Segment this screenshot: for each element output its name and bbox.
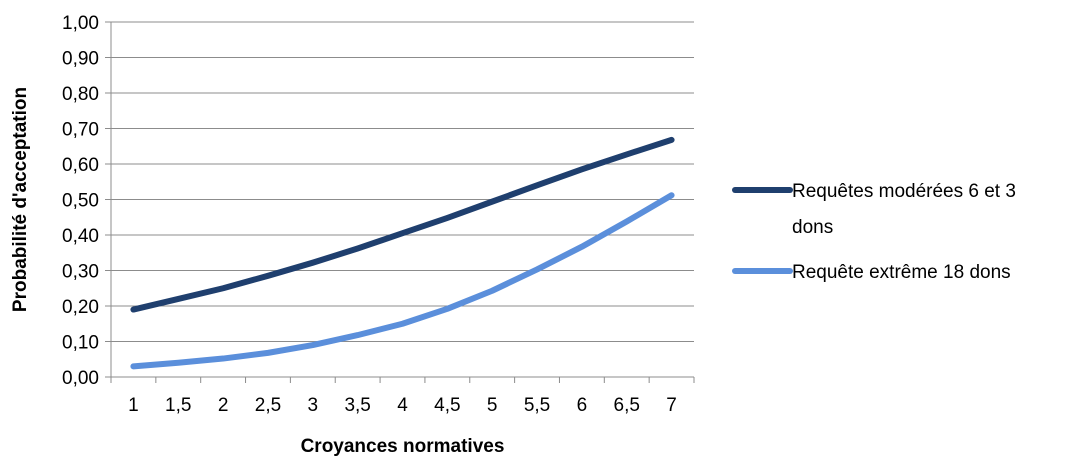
legend-label: Requête extrême 18 dons [792, 262, 1011, 283]
x-tick-label: 7 [666, 395, 677, 416]
y-tick-label: 0,30 [62, 262, 99, 283]
x-tick-label: 1,5 [165, 395, 191, 416]
x-tick-label: 1 [128, 395, 139, 416]
x-tick-labels: 1 1,5 2 2,5 3 3,5 4 4,5 5 5,5 6 6,5 7 [128, 395, 677, 416]
y-tick-label: 0,20 [62, 297, 99, 318]
y-tick-label: 0,40 [62, 226, 99, 247]
y-tick-label: 0,00 [62, 368, 99, 389]
y-tick-label: 1,00 [62, 13, 99, 34]
x-tick-label: 2,5 [255, 395, 281, 416]
gridlines [111, 21, 694, 342]
x-tick-label: 4 [397, 395, 408, 416]
y-axis-title: Probabilité d'acceptation [10, 87, 31, 312]
x-tick-label: 3 [308, 395, 319, 416]
legend: Requêtes modérées 6 et 3 dons Requête extr… [732, 181, 1016, 283]
axes [105, 21, 695, 383]
series-lines [130, 136, 675, 370]
y-tick-label: 0,50 [62, 191, 99, 212]
y-tick-label: 0,60 [62, 155, 99, 176]
legend-item-1: Requêtes modérées 6 et 3 dons [732, 181, 1016, 238]
x-tick-label: 2 [218, 395, 229, 416]
legend-item-2: Requête extrême 18 dons [732, 262, 1011, 283]
y-tick-label: 0,10 [62, 333, 99, 354]
y-tick-label: 0,80 [62, 84, 99, 105]
x-axis-title: Croyances normatives [301, 436, 505, 457]
x-tick-label: 5,5 [524, 395, 550, 416]
y-tick-label: 0,70 [62, 120, 99, 141]
legend-label: dons [792, 217, 833, 238]
x-tick-label: 6 [577, 395, 588, 416]
series-line-1 [130, 136, 675, 313]
series-line-2 [130, 192, 675, 370]
legend-label: Requêtes modérées 6 et 3 [792, 181, 1016, 202]
x-tick-label: 3,5 [344, 395, 370, 416]
x-tick-label: 5 [487, 395, 498, 416]
y-tick-label: 0,90 [62, 49, 99, 70]
y-tick-labels: 0,00 0,10 0,20 0,30 0,40 0,50 0,60 0,70 0,80 0,90… [62, 13, 99, 389]
x-tick-label: 6,5 [614, 395, 640, 416]
x-tick-label: 4,5 [434, 395, 460, 416]
